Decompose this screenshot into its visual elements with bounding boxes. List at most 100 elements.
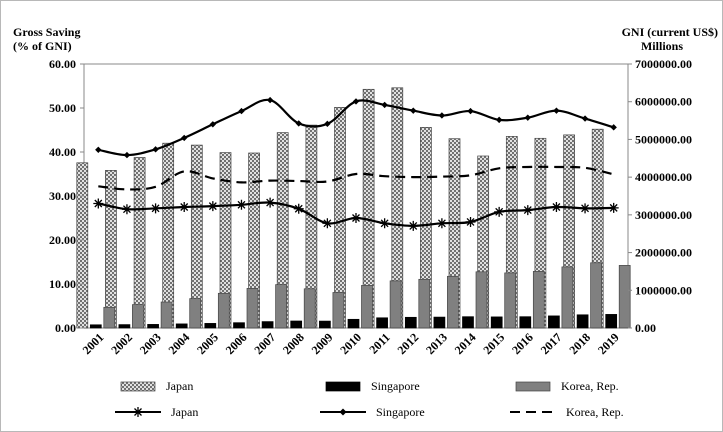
point-singapore-2010 (352, 98, 360, 105)
right-axis-title-line2: Millions (641, 39, 683, 53)
legend-bar-korea-rep-: Korea, Rep. (515, 379, 619, 393)
bar-korea-rep--2001 (103, 306, 116, 329)
point-singapore-2011 (381, 101, 388, 109)
bar-singapore-2007 (261, 321, 274, 329)
bar-japan-2004 (162, 142, 175, 329)
point-japan-2005 (207, 201, 218, 212)
bar-singapore-2010 (347, 318, 360, 329)
point-singapore-2007 (266, 96, 274, 104)
bar-japan-2002 (105, 170, 117, 329)
left-tick-label: 30.00 (49, 189, 76, 203)
x-tick-label: 2002 (108, 330, 135, 357)
bar-japan-2001 (76, 162, 89, 329)
x-tick-label: 2005 (194, 330, 221, 357)
legend-bar-singapore: Singapore (325, 379, 420, 393)
bar-korea-rep--2003 (160, 301, 173, 329)
bar-korea-rep--2007 (275, 284, 287, 329)
point-singapore-2019 (610, 124, 617, 131)
bars-layer (76, 87, 631, 329)
x-tick-label: 2010 (337, 330, 364, 357)
x-tick-label: 2007 (251, 330, 278, 357)
bar-singapore-2013 (433, 316, 446, 329)
point-japan-2013 (436, 218, 447, 229)
left-tick-label: 20.00 (49, 233, 76, 247)
point-singapore-2018 (581, 115, 589, 122)
bar-singapore-2004 (175, 323, 188, 329)
left-axis-title-line1: Gross Saving (13, 25, 80, 39)
x-tick-label: 2013 (423, 330, 450, 357)
x-tick-label: 2019 (595, 330, 622, 357)
x-tick-label: 2012 (395, 330, 422, 357)
legend-label: Japan (166, 379, 193, 393)
point-japan-2002 (121, 204, 132, 215)
bar-singapore-2019 (605, 314, 618, 329)
bar-korea-rep--2015 (504, 272, 517, 329)
point-singapore-2001 (95, 146, 102, 153)
right-tick-label: 3000000.00 (635, 208, 692, 222)
bar-korea-rep--2009 (332, 292, 345, 329)
bar-korea-rep--2011 (389, 280, 402, 329)
bar-korea-rep--2002 (132, 304, 144, 329)
left-tick-label: 10.00 (49, 277, 76, 291)
right-tick-label: 1000000.00 (635, 283, 692, 297)
left-tick-label: 50.00 (49, 101, 76, 115)
x-tick-label: 2017 (538, 330, 565, 357)
point-singapore-2013 (438, 112, 446, 119)
bar-japan-2003 (133, 157, 146, 329)
legend-label: Japan (171, 405, 198, 419)
legend-swatch (515, 381, 551, 392)
bar-korea-rep--2006 (246, 288, 259, 329)
point-singapore-2015 (495, 116, 503, 124)
bar-singapore-2011 (376, 317, 388, 329)
bar-singapore-2014 (462, 316, 474, 329)
bar-korea-rep--2005 (217, 292, 230, 329)
legend-line-korea-rep-: Korea, Rep. (510, 405, 624, 419)
legend-label: Singapore (371, 379, 420, 393)
left-tick-label: 0.00 (55, 321, 76, 335)
legend-bar-japan: Japan (120, 379, 193, 393)
bar-korea-rep--2014 (475, 271, 488, 329)
right-tick-label: 2000000.00 (635, 246, 692, 260)
bar-singapore-2006 (233, 322, 245, 329)
point-japan-2014 (465, 216, 476, 227)
point-japan-2017 (551, 202, 562, 212)
bar-singapore-2017 (548, 315, 560, 329)
bar-singapore-2015 (490, 316, 503, 329)
point-singapore-2004 (181, 134, 188, 142)
x-tick-label: 2009 (309, 330, 336, 357)
point-japan-2015 (494, 206, 505, 217)
bar-singapore-2002 (118, 324, 131, 329)
point-japan-2007 (265, 197, 276, 208)
x-tick-label: 2001 (80, 330, 107, 357)
bar-singapore-2003 (147, 324, 159, 329)
point-japan-2012 (408, 220, 419, 231)
left-tick-label: 40.00 (49, 145, 76, 159)
point-japan-2016 (522, 205, 533, 216)
right-tick-label: 5000000.00 (635, 132, 692, 146)
point-japan-2019 (608, 202, 619, 213)
point-japan-2008 (293, 203, 304, 214)
bar-korea-rep--2017 (561, 266, 574, 329)
legend-label: Korea, Rep. (566, 405, 624, 419)
point-japan-2011 (379, 218, 390, 229)
point-japan-2001 (93, 198, 104, 209)
point-japan-2006 (236, 199, 247, 210)
x-tick-label: 2008 (280, 330, 307, 357)
bar-korea-rep--2008 (303, 288, 316, 329)
bar-singapore-2009 (319, 320, 331, 329)
bar-singapore-2005 (204, 323, 217, 329)
bar-singapore-2018 (576, 314, 589, 329)
bar-korea-rep--2010 (361, 285, 373, 329)
legend-swatch (325, 381, 361, 392)
bar-singapore-2001 (89, 324, 102, 329)
point-singapore-2008 (295, 120, 302, 127)
right-axis-title-line1: GNI (current US$) (622, 25, 718, 39)
x-tick-label: 2006 (223, 330, 250, 357)
bar-korea-rep--2018 (590, 262, 602, 329)
legend-label: Korea, Rep. (561, 379, 619, 393)
x-tick-label: 2004 (165, 330, 192, 357)
legend-swatch (120, 381, 156, 392)
left-axis-title-line2: (% of GNI) (13, 39, 72, 53)
